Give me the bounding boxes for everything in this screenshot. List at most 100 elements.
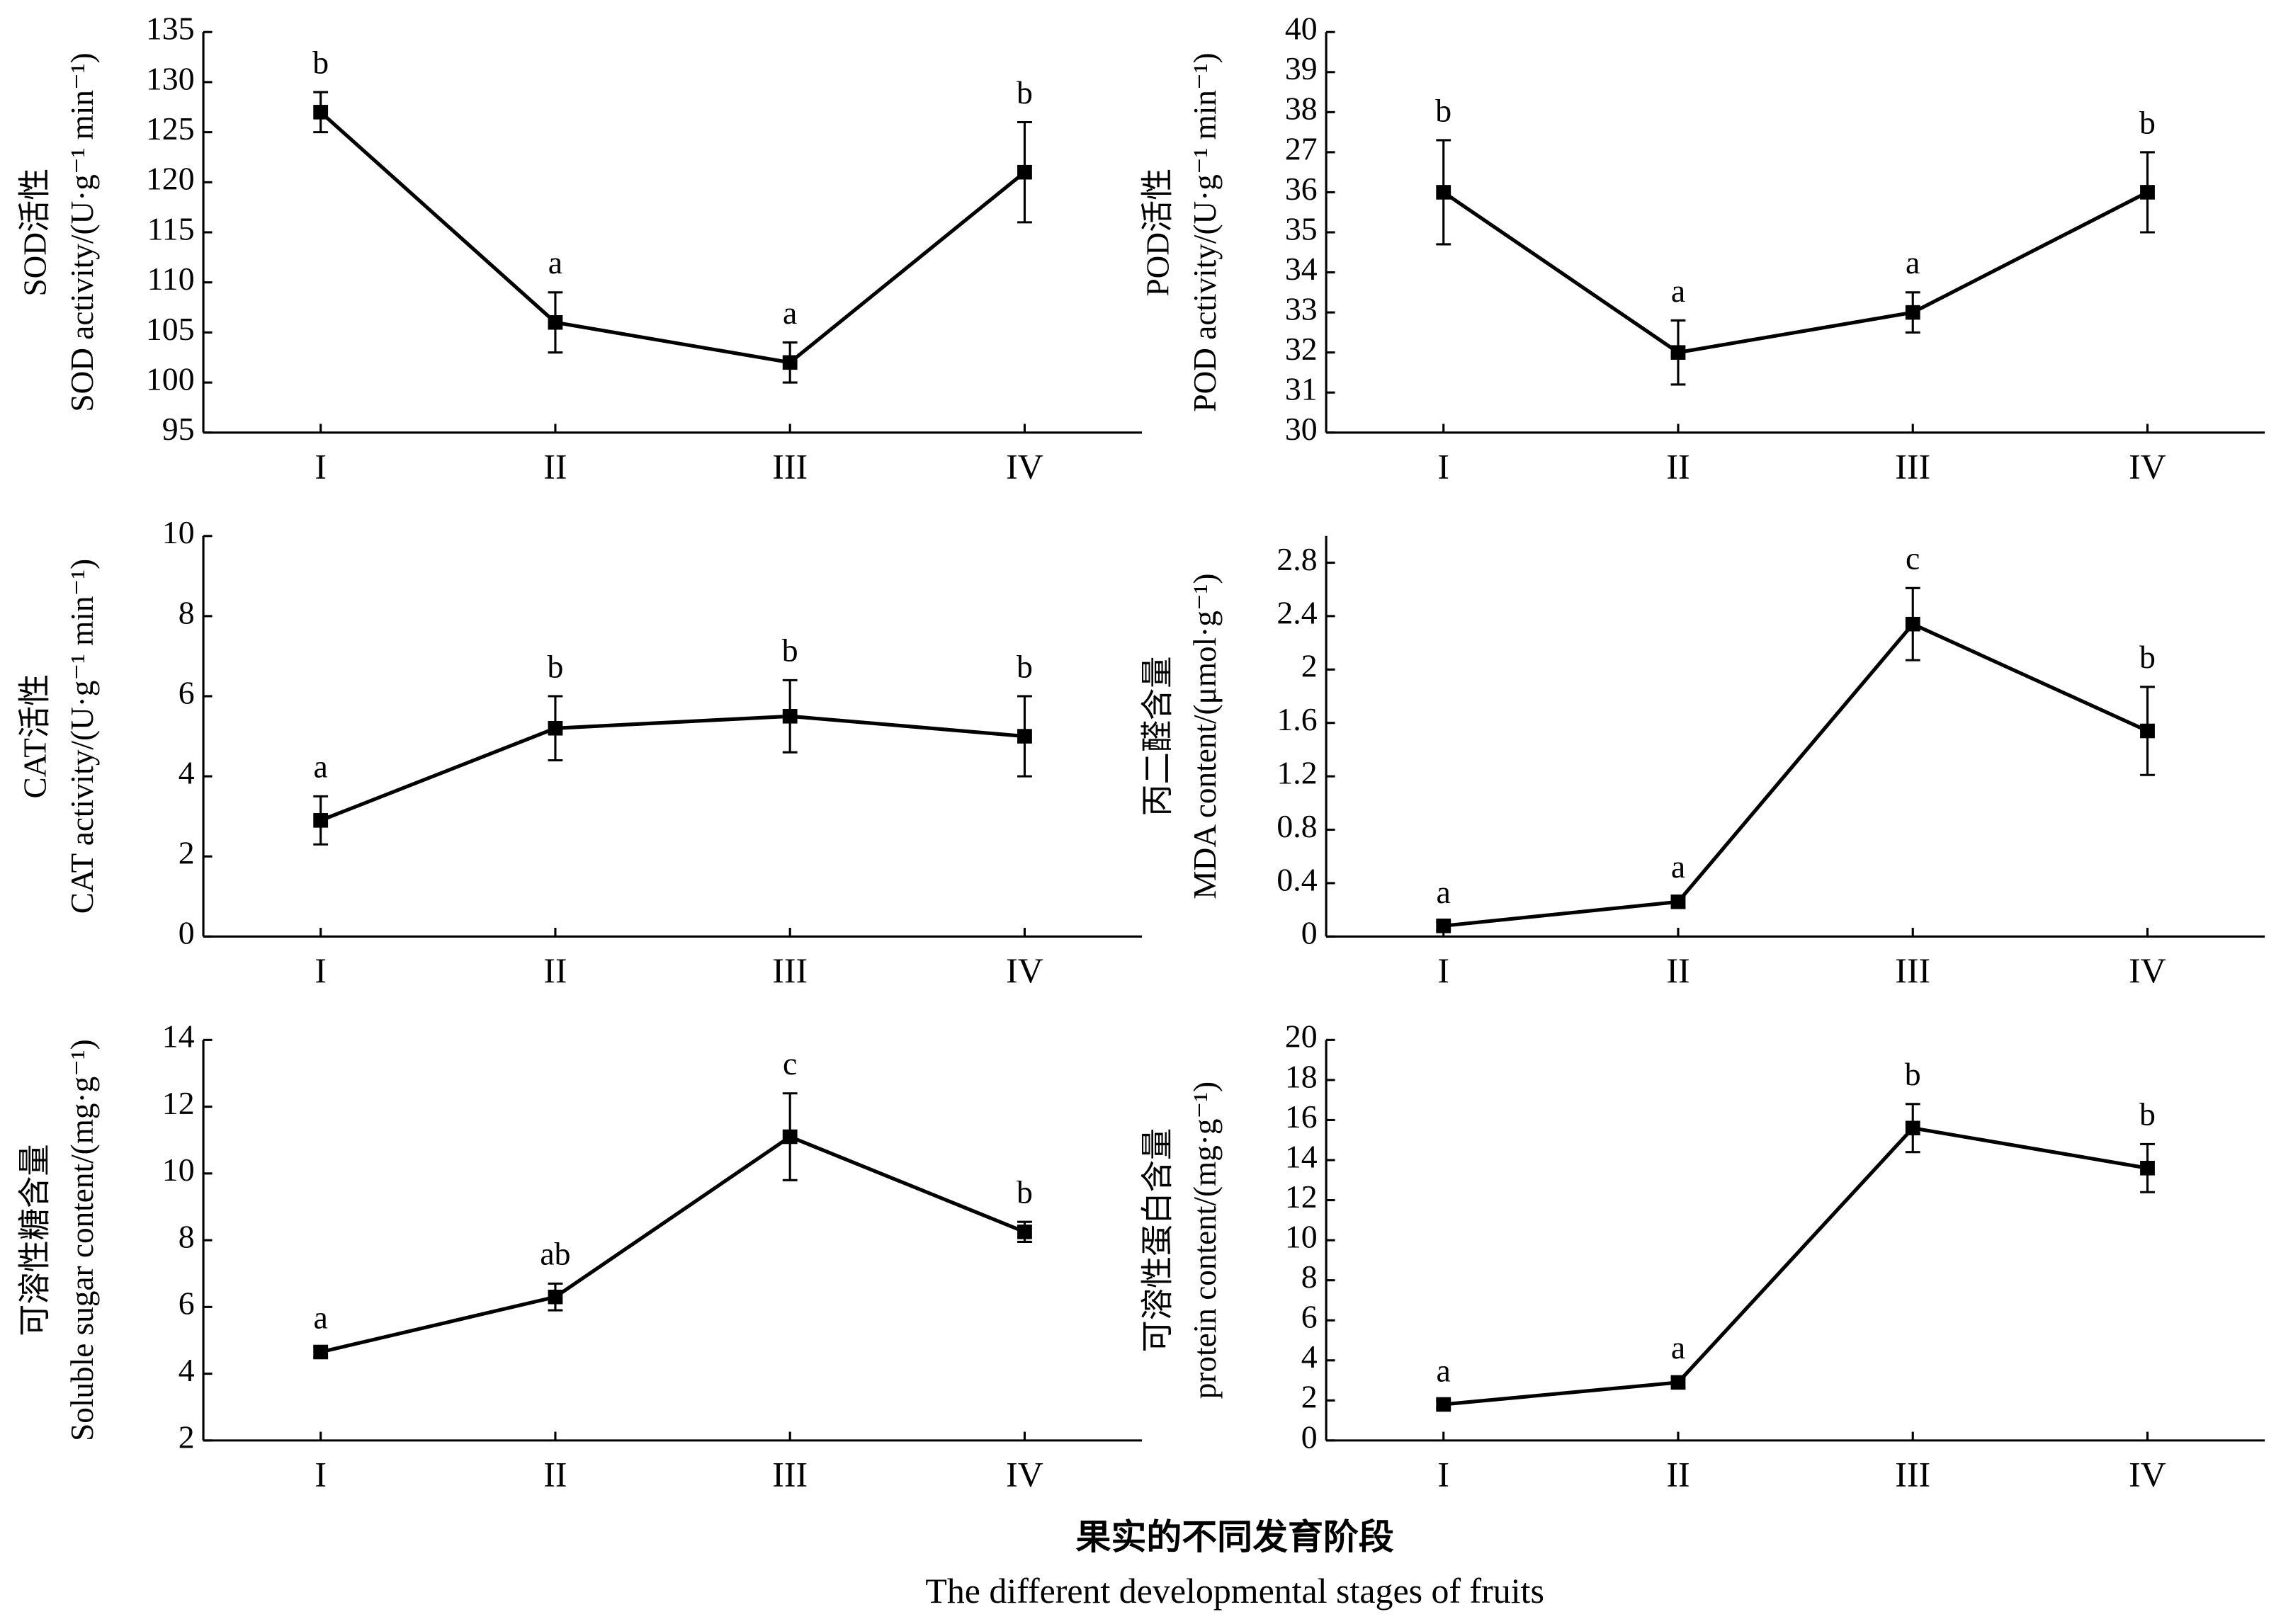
data-line bbox=[319, 110, 1026, 365]
y-label-zh: CAT活性 bbox=[16, 674, 52, 799]
y-label-en: protein content/(mg·g⁻¹) bbox=[1187, 1081, 1223, 1399]
y-tick-label: 12 bbox=[1285, 1179, 1318, 1215]
y-tick-label: 100 bbox=[146, 361, 195, 397]
data-point bbox=[1017, 164, 1032, 180]
y-label-en: Soluble sugar content/(mg·g⁻¹) bbox=[64, 1039, 100, 1441]
x-tick-label: I bbox=[315, 951, 327, 990]
y-tick-label: 8 bbox=[1301, 1259, 1318, 1295]
y-tick-label: 130 bbox=[146, 61, 195, 97]
data-point bbox=[1905, 1120, 1920, 1136]
y-tick-label: 0 bbox=[179, 915, 195, 951]
x-tick-label: I bbox=[315, 448, 327, 487]
data-point bbox=[1905, 616, 1920, 632]
significance-label: a bbox=[1671, 273, 1685, 309]
significance-label: a bbox=[1671, 1329, 1685, 1365]
x-tick-label: II bbox=[1666, 448, 1689, 487]
x-tick-label: I bbox=[315, 1455, 327, 1494]
significance-label: c bbox=[1906, 540, 1920, 577]
x-tick-label: III bbox=[1895, 1455, 1930, 1494]
y-tick-label: 33 bbox=[1285, 291, 1318, 327]
y-tick-label: 6 bbox=[179, 675, 195, 711]
data-line bbox=[319, 714, 1025, 822]
data-point bbox=[782, 1129, 798, 1145]
significance-label: b bbox=[1017, 1174, 1033, 1210]
data-point bbox=[1017, 729, 1032, 744]
y-label-en: POD activity/(U·g⁻¹ min⁻¹) bbox=[1187, 52, 1223, 411]
y-tick-label: 39 bbox=[1285, 50, 1318, 86]
x-tick-label: II bbox=[543, 448, 567, 487]
y-tick-label: 105 bbox=[146, 311, 195, 347]
y-tick-label: 0 bbox=[1301, 915, 1318, 951]
data-point bbox=[1436, 918, 1451, 933]
x-tick-label: II bbox=[1666, 951, 1689, 990]
data-point bbox=[1436, 1397, 1451, 1412]
significance-label: a bbox=[1671, 848, 1685, 885]
data-point bbox=[2140, 723, 2155, 739]
y-tick-label: 120 bbox=[146, 161, 195, 197]
x-tick-label: III bbox=[1895, 951, 1930, 990]
significance-label: c bbox=[783, 1045, 797, 1081]
y-tick-label: 35 bbox=[1285, 211, 1318, 247]
x-tick-label: IV bbox=[1006, 951, 1043, 990]
x-tick-label: IV bbox=[2129, 448, 2166, 487]
y-label-en: MDA content/(μmol·g⁻¹) bbox=[1187, 574, 1223, 899]
x-tick-label: II bbox=[543, 1455, 567, 1494]
data-line bbox=[1442, 191, 2149, 355]
y-label-zh: 丙二醛含量 bbox=[1139, 656, 1175, 816]
x-tick-label: IV bbox=[2129, 951, 2166, 990]
y-tick-label: 20 bbox=[1285, 1018, 1318, 1055]
y-tick-label: 16 bbox=[1285, 1098, 1318, 1135]
y-tick-label: 95 bbox=[162, 411, 195, 447]
significance-label: a bbox=[1437, 1353, 1451, 1389]
data-line bbox=[1443, 622, 2149, 928]
y-tick-label: 10 bbox=[162, 1152, 195, 1188]
y-tick-label: 0 bbox=[1301, 1419, 1318, 1455]
data-point bbox=[548, 1289, 563, 1305]
y-tick-label: 2 bbox=[179, 835, 195, 871]
data-point bbox=[313, 1344, 329, 1360]
y-label-en: CAT activity/(U·g⁻¹ min⁻¹) bbox=[64, 559, 100, 914]
y-tick-label: 115 bbox=[147, 211, 195, 247]
significance-label: b bbox=[312, 45, 329, 81]
x-tick-label: I bbox=[1437, 951, 1449, 990]
x-label-en: The different developmental stages of fr… bbox=[925, 1572, 1544, 1611]
x-tick-label: I bbox=[1437, 1455, 1449, 1494]
y-tick-label: 8 bbox=[179, 1219, 195, 1255]
x-tick-label: III bbox=[772, 1455, 808, 1494]
x-tick-label: III bbox=[1895, 448, 1930, 487]
x-tick-label: IV bbox=[2129, 1455, 2166, 1494]
y-label-zh: 可溶性糖含量 bbox=[16, 1144, 52, 1336]
y-tick-label: 10 bbox=[162, 514, 195, 550]
x-tick-label: III bbox=[772, 951, 808, 990]
significance-label: a bbox=[1437, 874, 1451, 910]
significance-label: b bbox=[782, 632, 798, 669]
y-label-zh: 可溶性蛋白含量 bbox=[1139, 1128, 1175, 1353]
significance-label: b bbox=[1435, 93, 1451, 129]
data-point bbox=[1436, 185, 1451, 200]
y-tick-label: 0.8 bbox=[1277, 808, 1317, 844]
y-tick-label: 32 bbox=[1285, 331, 1318, 367]
y-tick-label: 1.2 bbox=[1277, 755, 1317, 791]
significance-label: a bbox=[1906, 244, 1920, 280]
significance-label: b bbox=[1017, 649, 1033, 685]
significance-label: b bbox=[1017, 74, 1033, 110]
y-tick-label: 1.6 bbox=[1277, 701, 1317, 737]
data-point bbox=[1905, 305, 1920, 320]
y-tick-label: 34 bbox=[1285, 251, 1318, 287]
y-tick-label: 0.4 bbox=[1277, 862, 1317, 898]
y-tick-label: 40 bbox=[1285, 11, 1318, 47]
y-tick-label: 38 bbox=[1285, 91, 1318, 127]
x-tick-label: II bbox=[543, 951, 567, 990]
y-tick-label: 14 bbox=[1285, 1139, 1318, 1175]
data-point bbox=[782, 355, 798, 370]
data-point bbox=[1670, 345, 1686, 360]
x-tick-label: IV bbox=[1006, 1455, 1043, 1494]
significance-label: b bbox=[2139, 639, 2156, 675]
y-tick-label: 6 bbox=[179, 1285, 195, 1322]
data-point bbox=[2140, 1161, 2155, 1176]
y-tick-label: 125 bbox=[146, 110, 195, 147]
y-tick-label: 2.8 bbox=[1277, 541, 1317, 577]
y-label-zh: SOD活性 bbox=[16, 169, 52, 297]
y-tick-label: 2 bbox=[1301, 648, 1318, 684]
